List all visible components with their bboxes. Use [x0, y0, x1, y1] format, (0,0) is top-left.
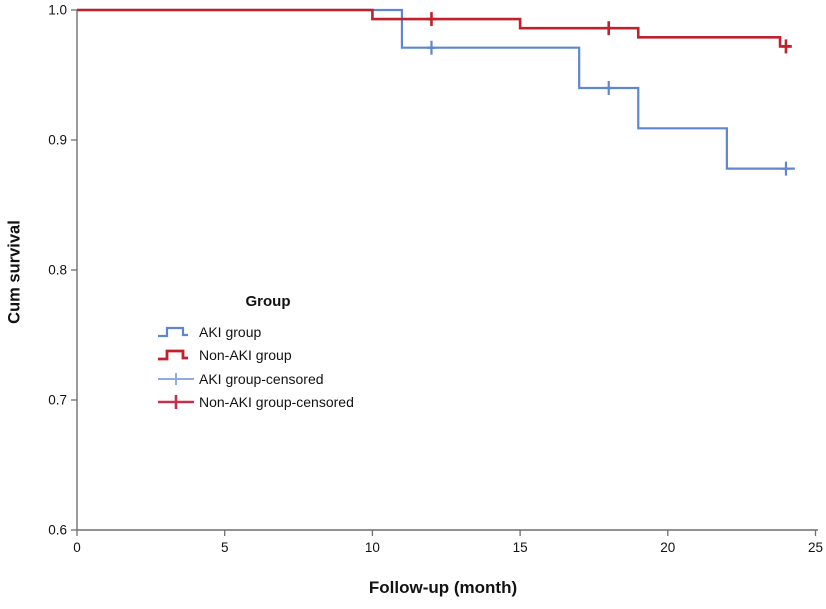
legend-item-aki-group-censored: AKI group-censored [157, 367, 379, 391]
legend-label-non-aki-group-censored: Non-AKI group-censored [199, 394, 354, 411]
censored-plus-icon [158, 395, 194, 410]
series-non-aki-group [77, 8, 792, 48]
x-axis-title: Follow-up (month) [368, 578, 518, 597]
legend-label-aki-group-censored: AKI group-censored [199, 370, 324, 387]
step-line-icon [158, 326, 188, 337]
y-axis-title: Cum survival [5, 220, 24, 324]
legend-label-non-aki-group: Non-AKI group [199, 347, 292, 364]
x-tick-label: 5 [221, 540, 229, 555]
non-aki-censored-glyph [158, 395, 194, 410]
series-aki-group [77, 8, 795, 170]
non-aki-step-glyph [158, 349, 188, 361]
legend: Group AKI group Non-AKI group AKI group-… [157, 293, 379, 414]
y-tick-label: 0.9 [48, 133, 67, 148]
x-tick-label: 25 [808, 540, 823, 555]
x-tick-label: 10 [365, 540, 380, 555]
aki-step-glyph [158, 326, 188, 337]
aki-censored-glyph [158, 372, 194, 385]
legend-label-aki-group: AKI group [199, 323, 262, 340]
censored-plus-icon [158, 372, 194, 385]
legend-item-non-aki-group-censored: Non-AKI group-censored [157, 391, 379, 415]
legend-title: Group [245, 293, 291, 310]
y-tick-label: 0.8 [48, 263, 67, 278]
legend-item-aki-group: AKI group [157, 320, 379, 344]
y-tick-label: 1.0 [48, 3, 67, 18]
step-line-icon [158, 349, 188, 361]
axes-lines [76, 10, 818, 531]
x-tick-label: 0 [73, 540, 81, 555]
y-tick-label: 0.7 [48, 393, 67, 408]
x-tick-label: 20 [660, 540, 675, 555]
legend-item-non-aki-group: Non-AKI group [157, 344, 379, 368]
y-tick-label: 0.6 [48, 523, 67, 538]
x-tick-label: 15 [513, 540, 528, 555]
